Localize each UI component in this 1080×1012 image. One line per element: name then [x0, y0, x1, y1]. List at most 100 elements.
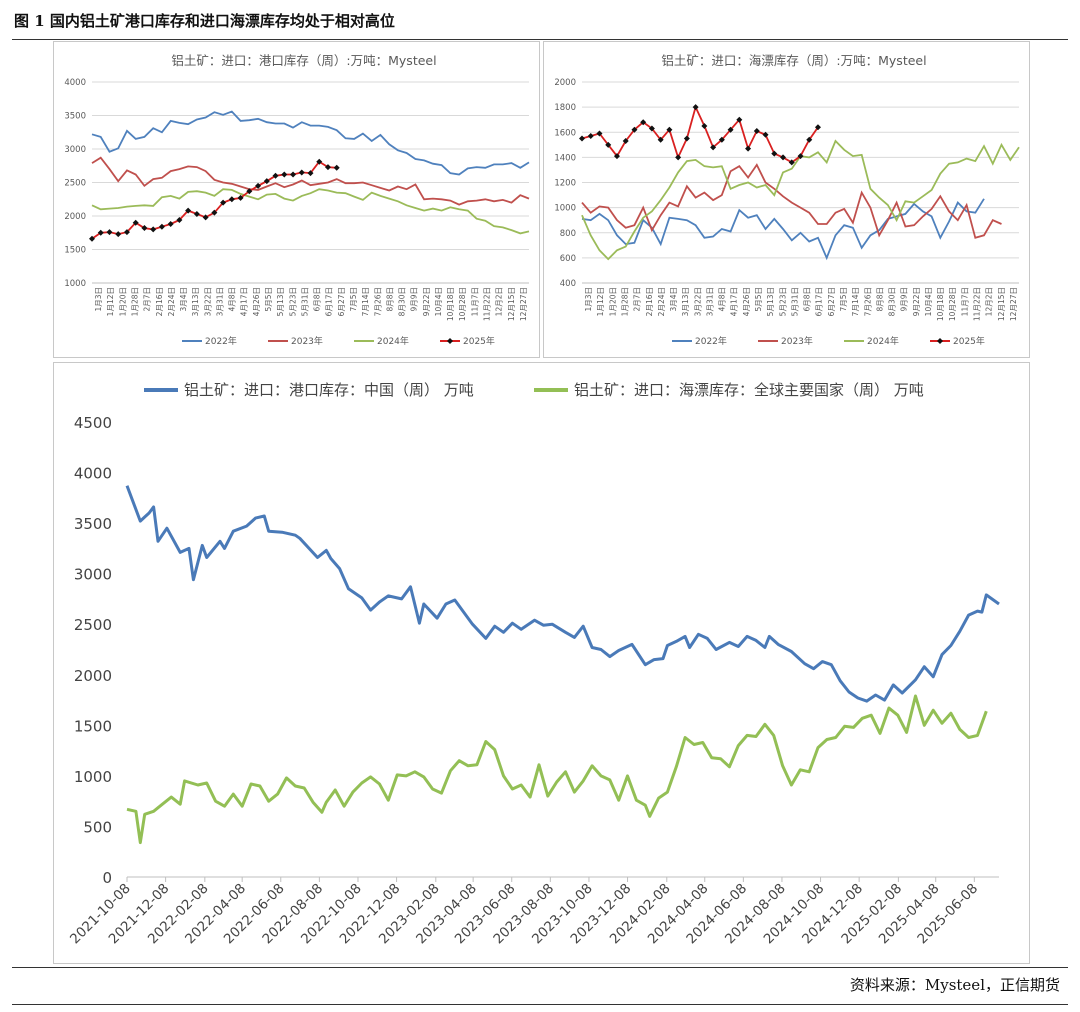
data-point-marker	[132, 219, 139, 226]
data-point-marker	[745, 145, 752, 152]
x-tick-label: 7月5日	[839, 287, 848, 312]
legend-label: 2023年	[291, 335, 323, 347]
x-tick-label: 3月31日	[705, 287, 714, 316]
x-tick-label: 1月20日	[608, 287, 617, 316]
y-tick-label: 1400	[554, 153, 576, 163]
y-tick-label: 0	[102, 869, 112, 887]
x-tick-label: 7月14日	[361, 287, 370, 316]
data-point-marker	[211, 209, 218, 216]
y-tick-label: 1800	[554, 103, 576, 113]
y-tick-label: 4000	[74, 465, 112, 483]
x-tick-label: 1月3日	[94, 287, 103, 312]
x-tick-label: 11月22日	[483, 287, 492, 321]
x-tick-label: 7月14日	[851, 287, 860, 316]
series-line-1	[126, 694, 988, 845]
y-tick-label: 4000	[64, 78, 86, 88]
data-point-marker	[141, 225, 148, 232]
bottom-rule-lower	[12, 1004, 1068, 1005]
series-line-2023年	[91, 156, 530, 206]
x-tick-label: 11月7日	[470, 287, 479, 316]
chart-floating-inventory: 铝土矿：进口：海漂库存（周）:万吨：Mysteel 400 600 800 1000 12…	[554, 53, 1020, 347]
x-tick-label: 2月16日	[155, 287, 164, 316]
x-tick-label: 10月28日	[948, 287, 957, 321]
legend-label: 2023年	[781, 335, 813, 347]
data-point-marker	[701, 122, 708, 129]
x-tick-label: 5月13日	[766, 287, 775, 316]
data-point-marker	[762, 131, 769, 138]
data-point-marker	[780, 154, 787, 161]
data-point-marker	[97, 229, 104, 236]
x-tick-label: 10月4日	[924, 287, 933, 316]
y-tick-label: 1600	[554, 128, 576, 138]
series-line-2024年	[91, 188, 530, 235]
x-tick-label: 12月15日	[507, 287, 516, 321]
chart-title: 铝土矿：进口：港口库存（周）:万吨：Mysteel	[171, 53, 436, 68]
x-tick-label: 9月9日	[900, 287, 909, 312]
data-point-marker	[692, 104, 699, 111]
y-tick-label: 500	[83, 818, 112, 836]
x-tick-label: 4月8日	[718, 287, 727, 312]
x-tick-label: 5月31日	[790, 287, 799, 316]
x-tick-label: 3月31日	[215, 287, 224, 316]
x-tick-label: 1月20日	[118, 287, 127, 316]
data-point-marker	[753, 127, 760, 134]
data-point-marker	[307, 170, 314, 177]
data-point-marker	[272, 172, 279, 179]
chart-title: 铝土矿：进口：海漂库存（周）:万吨：Mysteel	[661, 53, 926, 68]
x-tick-label: 2月7日	[633, 287, 642, 312]
x-tick-label: 8月30日	[398, 287, 407, 316]
x-tick-label: 3月22日	[203, 287, 212, 316]
x-tick-label: 2月16日	[645, 287, 654, 316]
x-tick-label: 2月7日	[143, 287, 152, 312]
data-point-marker	[123, 229, 130, 236]
series-line-2022年	[91, 110, 530, 176]
y-tick-label: 1500	[74, 717, 112, 735]
top-rule	[12, 39, 1068, 40]
legend-label: 2022年	[205, 335, 237, 347]
data-point-marker	[316, 158, 323, 165]
x-tick-label: 5月13日	[276, 287, 285, 316]
data-point-marker	[246, 188, 253, 195]
x-tick-label: 6月8日	[313, 287, 322, 312]
data-point-marker	[176, 217, 183, 224]
data-point-marker	[788, 159, 795, 166]
data-point-marker	[675, 154, 682, 161]
x-tick-label: 2月24日	[167, 287, 176, 316]
x-tick-label: 12月2日	[495, 287, 504, 316]
y-tick-label: 3500	[64, 112, 86, 122]
x-tick-label: 3月13日	[191, 287, 200, 316]
legend-label: 2024年	[867, 335, 899, 347]
x-tick-label: 10月18日	[446, 287, 455, 321]
x-tick-label: 4月8日	[228, 287, 237, 312]
y-tick-label: 1000	[554, 204, 576, 214]
data-point-marker	[324, 164, 331, 171]
data-point-marker	[281, 171, 288, 178]
chart-port-inventory: 铝土矿：进口：港口库存（周）:万吨：Mysteel 1000 1500 2000 250…	[64, 53, 530, 347]
x-tick-label: 5月31日	[300, 287, 309, 316]
series-line-2022年	[581, 198, 985, 261]
x-tick-label: 1月28日	[130, 287, 139, 316]
data-point-marker	[587, 133, 594, 140]
data-point-marker	[167, 221, 174, 228]
x-tick-label: 8月8日	[875, 287, 884, 312]
data-point-marker	[596, 130, 603, 137]
x-tick-label: 3月22日	[693, 287, 702, 316]
x-tick-label: 12月27日	[1009, 287, 1018, 321]
x-tick-label: 5月23日	[778, 287, 787, 316]
x-tick-label: 12月2日	[985, 287, 994, 316]
bottom-rule-upper	[12, 967, 1068, 968]
data-point-marker	[255, 182, 262, 189]
x-tick-label: 1月12日	[596, 287, 605, 316]
chart-port-inventory-panel: 铝土矿：进口：港口库存（周）:万吨：Mysteel 1000 1500 2000 250…	[53, 41, 540, 358]
y-tick-label: 600	[560, 254, 576, 264]
data-point-marker	[263, 178, 270, 185]
data-point-marker	[613, 153, 620, 160]
x-tick-label: 2月24日	[657, 287, 666, 316]
legend-marker	[937, 338, 943, 344]
x-tick-label: 11月22日	[973, 287, 982, 321]
x-tick-label: 4月17日	[240, 287, 249, 316]
figure-title: 图 1 国内铝土矿港口库存和进口海漂库存均处于相对高位	[14, 12, 395, 30]
data-point-marker	[683, 135, 690, 142]
data-point-marker	[666, 126, 673, 133]
x-tick-label: 5月23日	[288, 287, 297, 316]
